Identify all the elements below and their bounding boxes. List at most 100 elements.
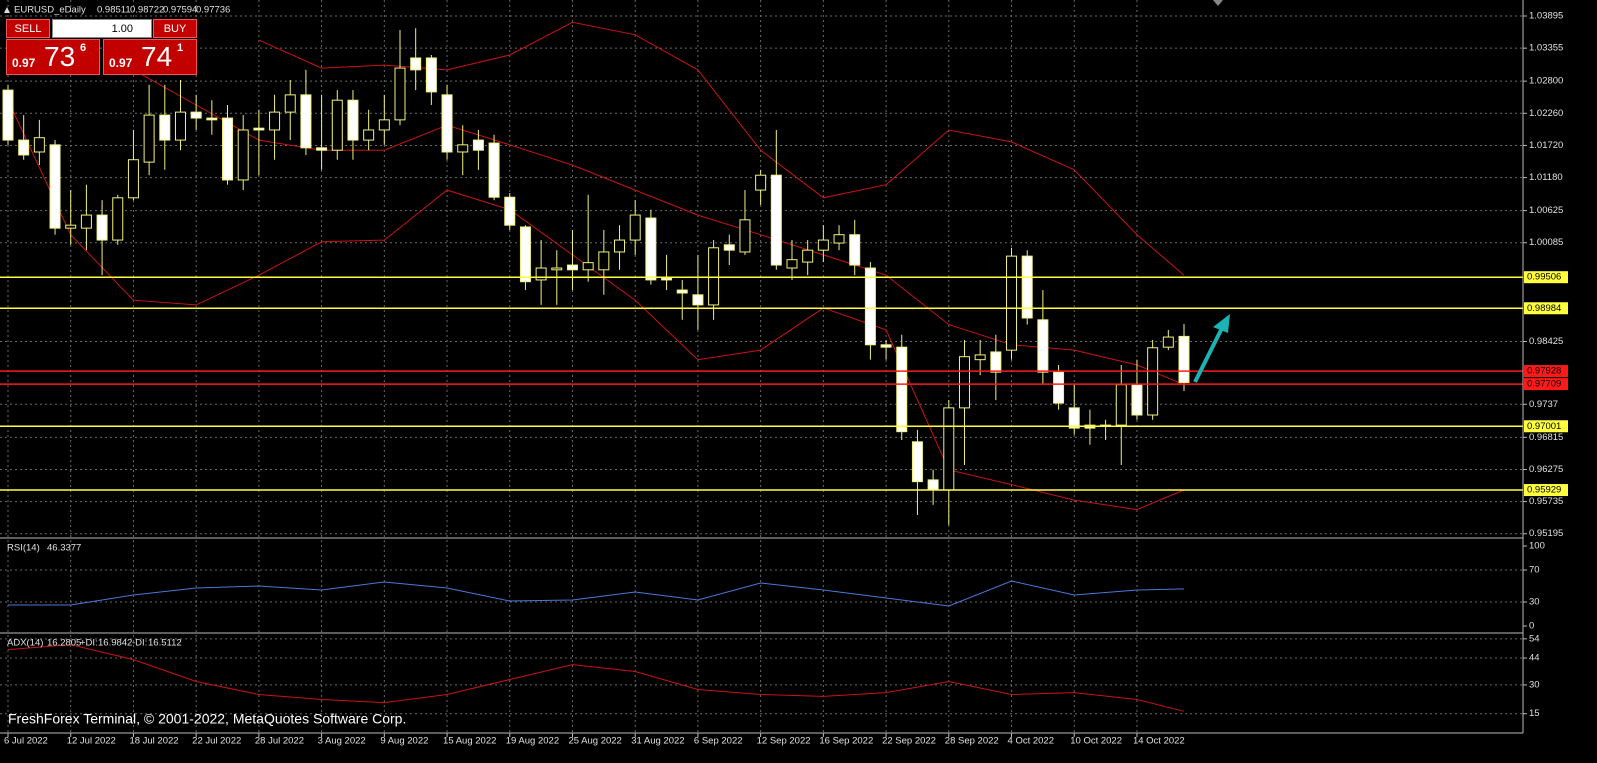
y-tick-label: 1.01180 (1529, 172, 1563, 183)
sell-button[interactable]: SELL (6, 19, 50, 38)
x-tick-label: 31 Aug 2022 (631, 736, 684, 747)
bid-price[interactable]: 0.97 73 6 (6, 39, 100, 75)
candle-body (441, 94, 453, 153)
candle-body (159, 114, 171, 141)
arrow-head (1213, 314, 1230, 333)
y-tick-label: 1.02260 (1529, 108, 1563, 119)
candle-body (127, 159, 139, 199)
candle-body (300, 94, 312, 149)
level-label-box (1524, 271, 1568, 284)
y-tick-label: 30 (1529, 597, 1540, 608)
level-label: 0.98984 (1527, 303, 1561, 314)
candle-body (708, 247, 720, 306)
candle-body (911, 441, 923, 483)
candle-body (253, 127, 265, 131)
candle-body (833, 234, 845, 244)
indicator-line (7, 644, 1185, 712)
y-tick-label: 44 (1529, 653, 1540, 664)
candle-body (519, 226, 531, 283)
x-tick-label: 6 Jul 2022 (4, 736, 48, 747)
level-label-box (1524, 420, 1568, 433)
bid-pips: 73 (44, 41, 76, 72)
y-tick-label: 100 (1529, 541, 1545, 552)
candle-body (676, 289, 688, 294)
y-tick-label: 70 (1529, 565, 1540, 576)
y-tick-label: 1.03355 (1529, 43, 1563, 54)
collapse-icon[interactable] (4, 7, 10, 13)
candle-body (739, 219, 751, 253)
x-tick-label: 16 Sep 2022 (819, 736, 873, 747)
candle-body (18, 139, 30, 156)
y-tick-label: 0.95195 (1529, 528, 1563, 539)
candle-body (551, 267, 563, 271)
candle-body (316, 147, 328, 151)
candle-body (347, 99, 359, 141)
candle-body (237, 129, 249, 181)
candle-body (1131, 384, 1143, 416)
candle-body (96, 214, 108, 241)
x-tick-label: 28 Sep 2022 (945, 736, 999, 747)
candle-body (1147, 347, 1159, 416)
footer: FreshForex Terminal, © 2001-2022, MetaQu… (8, 711, 406, 727)
rsi-title: RSI(14) (7, 543, 40, 554)
level-label-box (1524, 484, 1568, 497)
header-close: 0.97736 (196, 5, 230, 16)
x-tick-label: 22 Sep 2022 (882, 736, 936, 747)
candle-body (472, 139, 484, 151)
candle-body (1037, 319, 1049, 373)
candle-body (331, 99, 343, 151)
buy-button[interactable]: BUY (153, 19, 197, 38)
level-label: 0.97928 (1527, 366, 1561, 377)
minus-di-label: -DI: (132, 638, 147, 649)
x-tick-label: 9 Aug 2022 (380, 736, 428, 747)
candle-body (566, 264, 578, 271)
lot-input[interactable]: 1.00 (52, 19, 152, 38)
candle-body (943, 407, 955, 491)
level-label: 0.99506 (1527, 272, 1561, 283)
candle-body (269, 111, 281, 131)
candle-body (49, 144, 61, 229)
trade-panel: SELL 1.00 BUY 0.97 73 6 0.97 74 1 (6, 19, 197, 75)
y-tick-label: 0.9737 (1529, 399, 1558, 410)
candle-body (2, 89, 14, 141)
candle-body (33, 137, 45, 153)
header-high: 0.98722 (130, 5, 164, 16)
candle-body (802, 249, 814, 263)
candle-body (692, 294, 704, 306)
candle-body (222, 117, 234, 181)
level-label: 0.95929 (1527, 485, 1561, 496)
x-tick-label: 6 Sep 2022 (694, 736, 743, 747)
candle-body (1162, 336, 1174, 348)
ask-point: 1 (177, 42, 184, 54)
annotation-arrow (1193, 314, 1230, 383)
x-tick-label: 28 Jul 2022 (255, 736, 304, 747)
candle-body (770, 174, 782, 266)
y-tick-label: 0.96275 (1529, 464, 1563, 475)
y-tick-label: 1.00625 (1529, 205, 1563, 216)
candle-body (410, 57, 422, 71)
symbol: EURUSD_eDaily (14, 5, 86, 16)
header-low: 0.97594 (163, 5, 197, 16)
x-tick-label: 12 Sep 2022 (757, 736, 811, 747)
candle-body (896, 346, 908, 433)
ask-price[interactable]: 0.97 74 1 (103, 39, 197, 75)
level-label: 0.97709 (1527, 379, 1561, 390)
candle-body (958, 356, 970, 409)
candle-body (990, 351, 1002, 373)
candle-body (425, 57, 437, 93)
bid-big: 0.97 (12, 56, 36, 70)
minus-di-value: 16.5112 (148, 638, 182, 649)
level-label: 0.97001 (1527, 421, 1561, 432)
indicator-line (8, 580, 1185, 607)
candle-body (974, 354, 986, 361)
candle-body (80, 214, 92, 229)
y-tick-label: 1.03895 (1529, 11, 1563, 22)
x-tick-label: 12 Jul 2022 (67, 736, 116, 747)
candle-body (849, 234, 861, 266)
plot-area (0, 0, 1523, 733)
candle-body (817, 239, 829, 251)
bid-point: 6 (80, 42, 87, 54)
candle-body (190, 111, 202, 119)
